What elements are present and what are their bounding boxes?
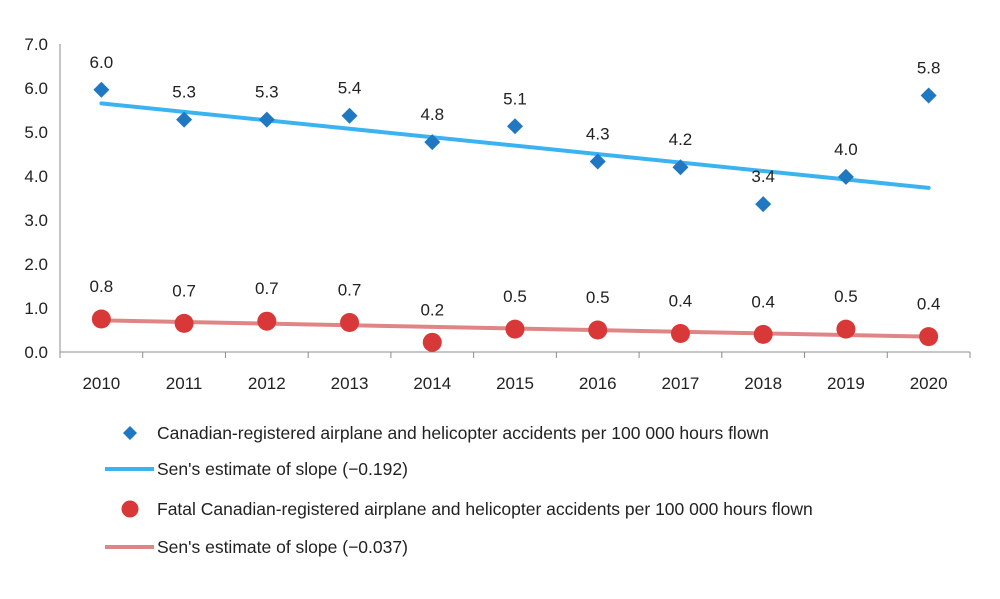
- data-label: 0.7: [338, 281, 362, 300]
- data-label: 0.4: [917, 295, 941, 314]
- diamond-point: [341, 107, 358, 124]
- x-tick-label: 2017: [662, 374, 700, 393]
- data-label: 6.0: [90, 53, 114, 72]
- diamond-point: [920, 87, 937, 104]
- legend-label: Fatal Canadian-registered airplane and h…: [157, 499, 813, 519]
- x-tick-label: 2010: [82, 374, 120, 393]
- diamond-point: [93, 81, 110, 98]
- data-label: 4.8: [420, 105, 444, 124]
- axes: 0.0 1.0 2.0 3.0 4.0 5.0 6.0 7.0 2010 2011 2012 2013…: [24, 35, 971, 393]
- data-label: 5.3: [255, 83, 279, 102]
- legend-circle-icon: [121, 500, 139, 518]
- data-label: 0.7: [255, 279, 279, 298]
- y-tick-label: 5.0: [24, 123, 48, 142]
- legend-label: Canadian-registered airplane and helicop…: [157, 423, 769, 443]
- data-label: 4.0: [834, 140, 858, 159]
- circle-point: [588, 320, 608, 340]
- x-tick-label: 2012: [248, 374, 286, 393]
- x-tick-label: 2013: [331, 374, 369, 393]
- data-labels: 6.0 5.3 5.3 5.4 4.8 5.1 4.3 4.2 3.4 4.0 5.8 0.8 0.7 0…: [90, 53, 941, 320]
- circle-point: [340, 313, 360, 333]
- circle-point: [174, 313, 194, 333]
- circle-point: [422, 332, 442, 352]
- circle-point: [505, 319, 525, 339]
- data-label: 5.8: [917, 58, 941, 77]
- data-label: 5.4: [338, 79, 362, 98]
- data-label: 0.4: [751, 292, 775, 311]
- data-label: 0.4: [669, 292, 693, 311]
- data-label: 0.8: [90, 277, 114, 296]
- diamond-point: [176, 111, 193, 128]
- legend-diamond-icon: [123, 426, 137, 440]
- trend-line: [99, 101, 931, 190]
- circle-point: [257, 311, 277, 331]
- x-tick-label: 2011: [166, 374, 203, 393]
- y-tick-label: 3.0: [24, 211, 48, 230]
- x-tick-label: 2016: [579, 374, 617, 393]
- y-tick-label: 1.0: [24, 299, 48, 318]
- diamond-point: [672, 159, 689, 176]
- y-tick-label: 0.0: [24, 343, 48, 362]
- circle-point: [91, 309, 111, 329]
- legend-label: Sen's estimate of slope (−0.192): [157, 459, 408, 479]
- data-label: 3.4: [751, 167, 775, 186]
- data-label: 4.3: [586, 124, 610, 143]
- y-tick-label: 2.0: [24, 255, 48, 274]
- data-label: 0.5: [834, 287, 858, 306]
- data-label: 5.1: [503, 89, 527, 108]
- diamond-point: [837, 168, 854, 185]
- y-tick-label: 7.0: [24, 35, 48, 54]
- circle-point: [919, 327, 939, 347]
- data-label: 5.3: [172, 83, 196, 102]
- data-label: 0.7: [172, 281, 196, 300]
- diamond-point: [258, 111, 275, 128]
- x-tick-label: 2019: [827, 374, 865, 393]
- series: [91, 81, 939, 352]
- legend: Canadian-registered airplane and helicop…: [105, 423, 813, 557]
- x-tick-label: 2018: [744, 374, 782, 393]
- circle-point: [670, 324, 690, 344]
- y-tick-label: 4.0: [24, 167, 48, 186]
- diamond-point: [755, 196, 772, 213]
- data-label: 0.2: [420, 300, 444, 319]
- x-tick-label: 2014: [413, 374, 451, 393]
- data-label: 4.2: [669, 130, 693, 149]
- circle-point: [753, 324, 773, 344]
- x-tick-label: 2020: [910, 374, 948, 393]
- circle-point: [836, 319, 856, 339]
- diamond-point: [424, 134, 441, 151]
- y-tick-label: 6.0: [24, 79, 48, 98]
- legend-label: Sen's estimate of slope (−0.037): [157, 537, 408, 557]
- diamond-point: [507, 118, 523, 135]
- diamond-point: [589, 153, 606, 170]
- data-label: 0.5: [586, 288, 610, 307]
- x-tick-label: 2015: [496, 374, 534, 393]
- data-label: 0.5: [503, 287, 527, 306]
